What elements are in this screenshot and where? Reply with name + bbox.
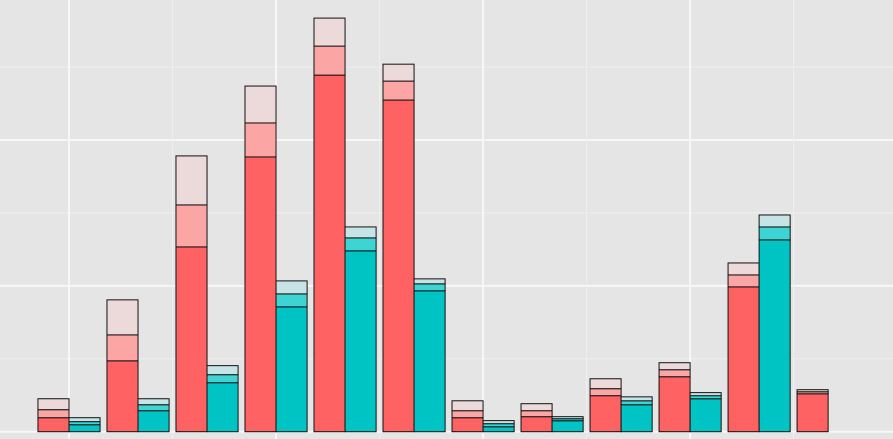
bar-segment bbox=[244, 122, 277, 158]
bar-segment bbox=[482, 426, 515, 433]
bar-segment bbox=[758, 239, 791, 433]
bar-segment bbox=[206, 365, 239, 376]
bar-segment bbox=[275, 306, 308, 433]
bar-segment bbox=[451, 410, 484, 419]
bar-segment bbox=[796, 393, 829, 433]
bar-segment bbox=[244, 85, 277, 124]
bar-segment bbox=[520, 410, 553, 418]
bar-segment bbox=[206, 382, 239, 433]
bar-segment bbox=[37, 417, 70, 433]
bar-segment bbox=[758, 214, 791, 228]
bar-segment bbox=[658, 376, 691, 433]
bar-segment bbox=[275, 293, 308, 308]
bar-segment bbox=[106, 334, 139, 362]
bar-segment bbox=[551, 416, 584, 420]
bar-segment bbox=[451, 400, 484, 412]
bar-segment bbox=[175, 246, 208, 433]
bar-segment bbox=[658, 362, 691, 371]
bar-segment bbox=[620, 404, 653, 433]
bar-segment bbox=[275, 280, 308, 295]
bar-segment bbox=[68, 424, 101, 433]
bar-segment bbox=[451, 417, 484, 433]
bar-segment bbox=[106, 360, 139, 433]
bar-segment bbox=[382, 80, 415, 101]
bar-segment bbox=[137, 398, 170, 406]
bar-segment bbox=[482, 420, 515, 425]
bar-segment bbox=[37, 409, 70, 419]
bar-segment bbox=[520, 403, 553, 412]
bar-segment bbox=[313, 45, 346, 76]
bar-segment bbox=[796, 389, 829, 393]
bar-segment bbox=[727, 286, 760, 433]
bar-segment bbox=[689, 392, 722, 397]
bar-segment bbox=[551, 420, 584, 433]
bar-segment bbox=[589, 388, 622, 397]
bar-segment bbox=[382, 63, 415, 82]
bar-segment bbox=[344, 237, 377, 252]
bar-segment bbox=[68, 417, 101, 423]
bar-segment bbox=[758, 226, 791, 241]
bar-segment bbox=[344, 226, 377, 239]
bar-segment bbox=[413, 283, 446, 292]
bar-segment bbox=[382, 99, 415, 433]
bar-segment bbox=[620, 396, 653, 402]
bar-segment bbox=[727, 274, 760, 288]
bar-segment bbox=[175, 204, 208, 248]
bar-segment bbox=[589, 395, 622, 433]
bar-segment bbox=[344, 250, 377, 433]
bar-segment bbox=[244, 156, 277, 433]
bar-segment bbox=[313, 74, 346, 433]
bar-segment bbox=[689, 398, 722, 433]
bar-segment bbox=[37, 398, 70, 411]
bar-segment bbox=[137, 404, 170, 412]
bar-segment bbox=[520, 416, 553, 433]
bar-segment bbox=[313, 17, 346, 47]
bar-segment bbox=[727, 262, 760, 276]
bar-segment bbox=[206, 374, 239, 384]
bar-segment bbox=[620, 400, 653, 406]
bar-segment bbox=[658, 369, 691, 378]
bar-segment bbox=[106, 299, 139, 336]
bar-segment bbox=[413, 290, 446, 433]
bar-segment bbox=[175, 155, 208, 206]
bar-segment bbox=[413, 278, 446, 285]
bar-segment bbox=[137, 410, 170, 433]
bar-segment bbox=[589, 378, 622, 390]
